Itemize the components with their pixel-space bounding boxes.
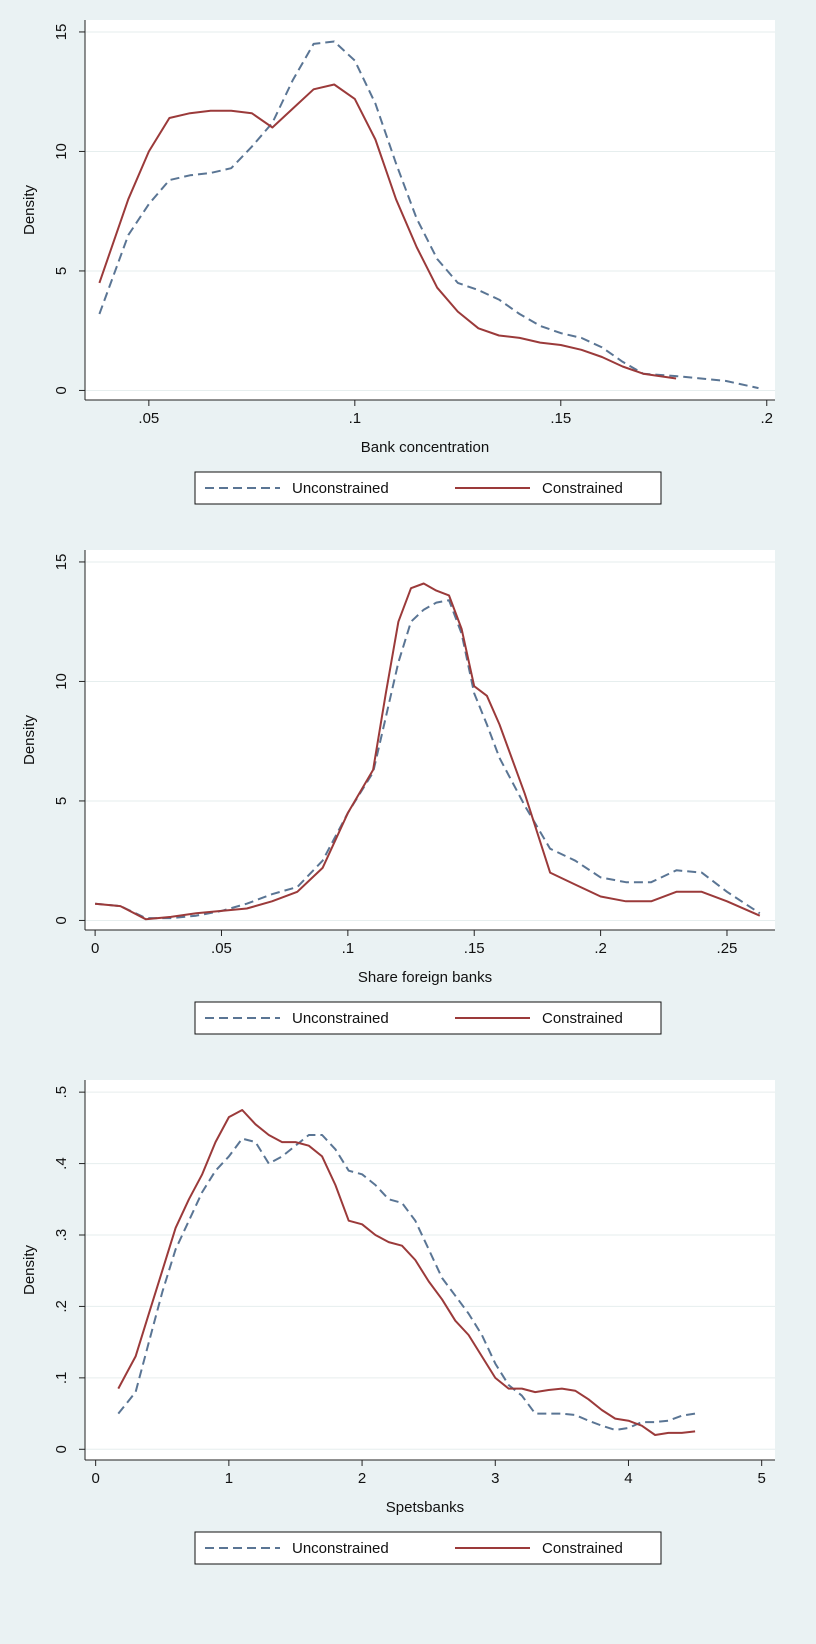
x-axis-title: Bank concentration <box>361 439 489 456</box>
y-tick-label: 0 <box>53 916 70 924</box>
legend-label: Unconstrained <box>292 1540 389 1557</box>
legend-box <box>194 1001 662 1035</box>
y-tick-label: .2 <box>53 1300 70 1313</box>
y-axis-title: Density <box>21 1244 38 1295</box>
x-tick-label: .05 <box>211 940 232 957</box>
y-tick-label: 0 <box>53 1445 70 1453</box>
x-tick-label: .1 <box>349 410 362 427</box>
y-tick-label: 15 <box>53 24 70 41</box>
y-tick-label: .5 <box>53 1086 70 1099</box>
legend-box <box>194 471 662 505</box>
legend-label: Constrained <box>542 1010 623 1027</box>
x-tick-label: .2 <box>594 940 607 957</box>
x-tick-label: 0 <box>91 1470 99 1487</box>
density-line <box>117 1109 696 1436</box>
y-tick-label: .3 <box>53 1229 70 1242</box>
density-line <box>95 582 761 921</box>
x-tick-label: 2 <box>358 1470 366 1487</box>
x-tick-label: .25 <box>717 940 738 957</box>
x-tick-label: 5 <box>758 1470 766 1487</box>
x-tick-label: 3 <box>491 1470 499 1487</box>
density-line <box>117 1134 696 1431</box>
y-tick-label: 0 <box>53 386 70 394</box>
plot-area <box>85 20 775 400</box>
x-tick-label: .1 <box>342 940 355 957</box>
legend-label: Unconstrained <box>292 1010 389 1027</box>
y-axis-title: Density <box>21 184 38 235</box>
y-tick-label: 10 <box>53 673 70 690</box>
y-tick-label: .1 <box>53 1372 70 1385</box>
y-tick-label: 10 <box>53 143 70 160</box>
x-axis-title: Spetsbanks <box>386 1499 464 1516</box>
y-tick-label: .4 <box>53 1157 70 1170</box>
x-tick-label: .2 <box>761 410 774 427</box>
x-axis-title: Share foreign banks <box>358 969 492 986</box>
legend-label: Constrained <box>542 480 623 497</box>
x-tick-label: .15 <box>550 410 571 427</box>
x-tick-label: .05 <box>138 410 159 427</box>
x-tick-label: 4 <box>624 1470 632 1487</box>
y-tick-label: 5 <box>53 797 70 805</box>
y-axis-title: Density <box>21 714 38 765</box>
plot-area <box>85 550 775 930</box>
y-tick-label: 15 <box>53 554 70 571</box>
legend-label: Unconstrained <box>292 480 389 497</box>
x-tick-label: .15 <box>464 940 485 957</box>
x-tick-label: 0 <box>91 940 99 957</box>
x-tick-label: 1 <box>225 1470 233 1487</box>
legend-label: Constrained <box>542 1540 623 1557</box>
y-tick-label: 5 <box>53 267 70 275</box>
legend-box <box>194 1531 662 1565</box>
plot-area <box>85 1080 775 1460</box>
density-line <box>98 83 677 380</box>
